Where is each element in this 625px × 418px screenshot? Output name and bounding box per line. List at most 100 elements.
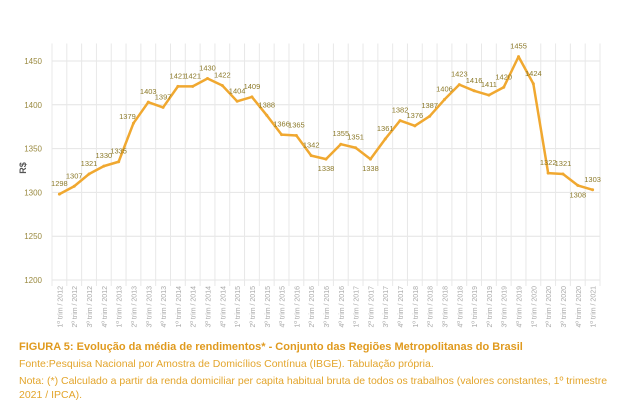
y-axis: 1200 1250 1300 1350 1400 1450	[24, 57, 42, 285]
x-tick-label: 2º trim / 2017	[368, 286, 375, 328]
data-point	[517, 55, 521, 59]
data-label: 1307	[66, 171, 83, 180]
x-tick-label: 1º trim / 2018	[413, 286, 420, 328]
data-label: 1376	[407, 111, 424, 120]
x-tick-label: 1º trim / 2021	[591, 286, 598, 328]
data-point	[57, 192, 61, 196]
y-tick-label: 1400	[24, 101, 42, 110]
data-point	[161, 105, 165, 109]
x-tick-label: 3º trim / 2017	[383, 286, 390, 328]
footnote: Nota: (*) Calculado a partir da renda do…	[19, 375, 608, 401]
data-label: 1335	[110, 147, 127, 156]
data-label: 1355	[332, 129, 349, 138]
x-tick-label: 4º trim / 2020	[576, 286, 583, 328]
data-label: 1416	[466, 76, 483, 85]
data-point	[146, 100, 150, 104]
x-tick-label: 3º trim / 2020	[561, 286, 568, 328]
data-label: 1387	[421, 101, 438, 110]
x-tick-label: 1º trim / 2013	[117, 286, 124, 328]
data-label: 1430	[199, 64, 216, 73]
data-point	[72, 184, 76, 188]
x-tick-label: 4º trim / 2019	[517, 286, 524, 328]
data-label: 1420	[495, 72, 512, 81]
x-tick-label: 1º trim / 2017	[354, 286, 361, 328]
x-tick-label: 2º trim / 2016	[309, 286, 316, 328]
x-tick-label: 4º trim / 2013	[161, 286, 168, 328]
data-label: 1423	[451, 70, 468, 79]
data-label: 1424	[525, 69, 542, 78]
x-tick-label: 1º trim / 2020	[531, 286, 538, 328]
x-tick-label: 2º trim / 2015	[250, 286, 257, 328]
data-point	[131, 121, 135, 125]
data-point	[457, 83, 461, 87]
data-point	[442, 98, 446, 102]
x-tick-label: 4º trim / 2014	[220, 286, 227, 328]
x-tick-label: 3º trim / 2014	[206, 286, 213, 328]
x-tick-label: 4º trim / 2012	[102, 286, 109, 328]
x-tick-label: 3º trim / 2016	[324, 286, 331, 328]
data-point	[176, 84, 180, 88]
data-point	[487, 93, 491, 97]
data-label: 1321	[555, 159, 572, 168]
y-tick-label: 1200	[24, 276, 42, 285]
data-point	[294, 133, 298, 137]
y-tick-label: 1300	[24, 188, 42, 197]
data-point	[206, 77, 210, 81]
data-point	[324, 157, 328, 161]
data-point	[576, 183, 580, 187]
data-label: 1404	[229, 86, 246, 95]
data-label: 1330	[95, 151, 112, 160]
x-tick-label: 4º trim / 2018	[457, 286, 464, 328]
x-tick-label: 1º trim / 2014	[176, 286, 183, 328]
series-line	[58, 55, 593, 196]
series	[57, 55, 595, 196]
data-label: 1322	[540, 158, 557, 167]
data-point	[250, 95, 254, 99]
data-label: 1342	[303, 141, 320, 150]
data-point	[280, 133, 284, 137]
data-point	[546, 171, 550, 175]
data-label: 1397	[155, 92, 172, 101]
line-chart: 1200 1250 1300 1350 1400 1450 1º trim / 2012 2…	[18, 42, 601, 328]
data-point	[354, 146, 358, 150]
data-point	[591, 188, 595, 192]
x-tick-label: 2º trim / 2020	[546, 286, 553, 328]
data-point	[117, 160, 121, 164]
data-label: 1411	[481, 80, 497, 89]
x-tick-label: 2º trim / 2018	[428, 286, 435, 328]
data-point	[235, 99, 239, 103]
x-tick-label: 1º trim / 2016	[294, 286, 301, 328]
x-tick-label: 2º trim / 2013	[131, 286, 138, 328]
x-tick-label: 1º trim / 2015	[235, 286, 242, 328]
data-label: 1455	[510, 42, 527, 51]
data-point	[220, 84, 224, 88]
x-tick-label: 3º trim / 2019	[502, 286, 509, 328]
y-axis-label: R$	[18, 162, 28, 174]
grid	[51, 43, 601, 286]
data-point	[531, 82, 535, 86]
x-tick-label: 4º trim / 2017	[398, 286, 405, 328]
data-point	[368, 157, 372, 161]
data-label: 1298	[51, 179, 68, 188]
data-point	[413, 124, 417, 128]
data-point	[102, 164, 106, 168]
data-label: 1365	[288, 120, 305, 129]
x-tick-label: 2º trim / 2019	[487, 286, 494, 328]
y-tick-label: 1250	[24, 232, 42, 241]
x-tick-label: 3º trim / 2013	[146, 286, 153, 328]
data-label: 1382	[392, 106, 409, 115]
source-note: Fonte:Pesquisa Nacional por Amostra de D…	[19, 358, 434, 370]
data-point	[428, 114, 432, 118]
data-point	[398, 119, 402, 123]
data-label: 1303	[584, 175, 601, 184]
data-label: 1308	[569, 190, 586, 199]
data-label: 1388	[258, 100, 275, 109]
data-point	[502, 85, 506, 89]
y-tick-label: 1350	[24, 145, 42, 154]
data-label: 1406	[436, 85, 453, 94]
x-axis: 1º trim / 2012 2º trim / 2012 3º trim / 20…	[57, 286, 597, 328]
data-point	[265, 113, 269, 117]
data-label: 1421	[170, 71, 187, 80]
data-point	[383, 137, 387, 141]
data-label: 1421	[184, 71, 201, 80]
